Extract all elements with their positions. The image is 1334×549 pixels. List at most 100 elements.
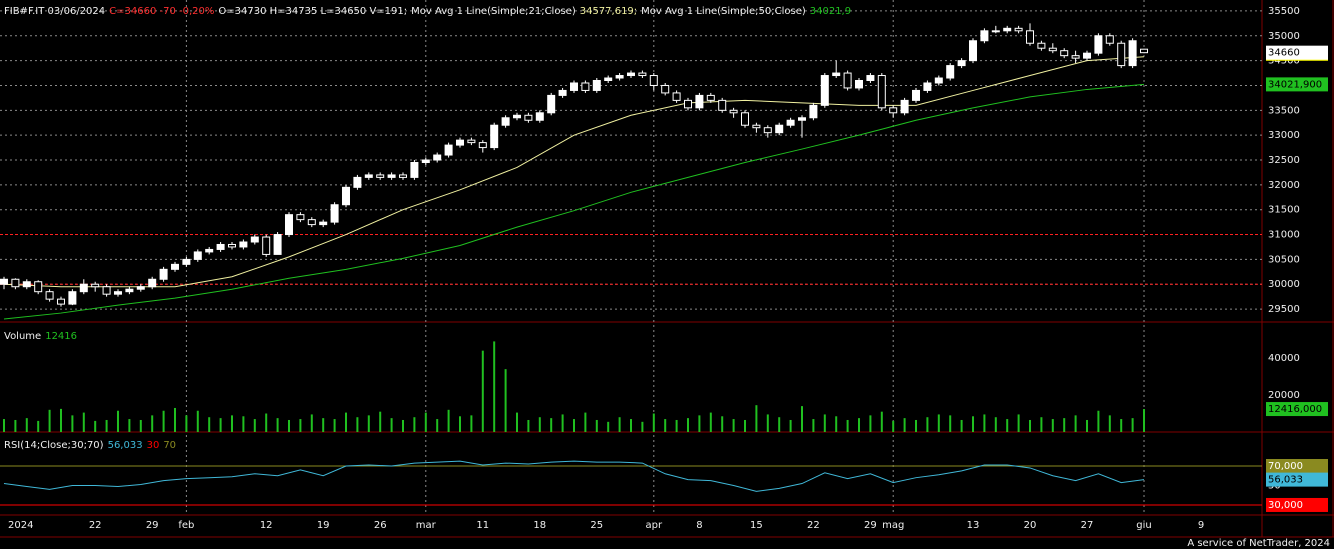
volume-bar bbox=[230, 415, 233, 432]
volume-bar bbox=[607, 421, 610, 432]
candle-body bbox=[341, 186, 350, 206]
volume-bar bbox=[151, 415, 154, 432]
volume-bar bbox=[584, 412, 587, 432]
volume-bar bbox=[14, 419, 17, 432]
candle-body bbox=[991, 30, 1000, 33]
footer: A service of NetTrader, 2024 bbox=[1187, 538, 1330, 549]
quote: C=34660 -70 -0,20% bbox=[109, 6, 214, 17]
candle-body bbox=[661, 84, 670, 94]
candle-body bbox=[809, 104, 818, 119]
candle-body bbox=[205, 248, 214, 253]
candle-body bbox=[604, 77, 613, 82]
candle-body bbox=[638, 72, 647, 77]
y-tick-label: 31500 bbox=[1268, 205, 1300, 216]
badge bbox=[1266, 45, 1328, 60]
volume-bar bbox=[310, 414, 313, 432]
volume-bar bbox=[162, 410, 165, 432]
volume-bar bbox=[778, 417, 781, 432]
candle-body bbox=[695, 94, 704, 109]
candle-body bbox=[627, 72, 635, 77]
volume-bar bbox=[789, 419, 792, 432]
candle-body bbox=[284, 214, 293, 236]
candle-body bbox=[182, 258, 191, 265]
candle-body bbox=[1037, 42, 1046, 49]
volume-bar bbox=[858, 418, 861, 432]
volume-bar bbox=[116, 410, 119, 432]
volume-bar bbox=[265, 413, 268, 432]
volume-bar bbox=[37, 420, 40, 432]
indicator-badge: 34021,900 bbox=[1268, 79, 1322, 90]
x-tick-label: 29 bbox=[864, 520, 877, 531]
volume-badge: 12416,000 bbox=[1268, 404, 1322, 415]
volume-bar bbox=[755, 405, 758, 432]
volume-bar bbox=[732, 419, 735, 432]
volume-bar bbox=[641, 421, 644, 432]
badge bbox=[1266, 458, 1328, 473]
volume-bar bbox=[82, 412, 85, 432]
volume-bar bbox=[550, 418, 553, 432]
candle-body bbox=[490, 124, 499, 149]
volume-bar bbox=[208, 417, 211, 432]
candle-body bbox=[193, 251, 202, 260]
candle-body bbox=[569, 82, 578, 91]
volume-bar bbox=[538, 417, 541, 432]
candle-body bbox=[923, 82, 932, 91]
candle-body bbox=[478, 142, 487, 149]
candle-body bbox=[113, 291, 122, 295]
panel-title: RSI(14;Close;30;70) 56,033 30 70 bbox=[4, 440, 176, 451]
x-tick-label: 29 bbox=[146, 520, 159, 531]
volume-bar bbox=[242, 416, 245, 432]
candle-body bbox=[524, 114, 533, 121]
x-tick-label: apr bbox=[646, 520, 663, 531]
candle-body bbox=[775, 124, 784, 134]
moving-average-line bbox=[3, 56, 1145, 288]
panel-name: Volume bbox=[4, 331, 41, 342]
level-label: 30 bbox=[147, 440, 160, 451]
volume-bar bbox=[379, 411, 382, 432]
panel-name: RSI(14;Close;30;70) bbox=[4, 440, 104, 451]
x-tick-label: 19 bbox=[317, 520, 330, 531]
candle-body bbox=[1014, 27, 1023, 32]
volume-bar bbox=[196, 410, 199, 432]
candle-body bbox=[855, 80, 864, 89]
candle-body bbox=[376, 174, 385, 178]
volume-bar bbox=[481, 350, 484, 432]
candle-body bbox=[79, 283, 88, 293]
y-tick-label: 35000 bbox=[1268, 31, 1300, 42]
volume-bar bbox=[801, 406, 804, 432]
volume-bar bbox=[1051, 419, 1054, 432]
volume-bar bbox=[835, 416, 838, 432]
x-tick-label: 20 bbox=[1024, 520, 1037, 531]
volume-bar bbox=[2, 419, 5, 432]
x-tick-label: 27 bbox=[1081, 520, 1094, 531]
x-tick-label: 26 bbox=[374, 520, 387, 531]
x-tick-label: 18 bbox=[533, 520, 546, 531]
candle-body bbox=[102, 286, 111, 295]
volume-bar bbox=[424, 412, 427, 432]
y-tick-label: 35500 bbox=[1268, 6, 1300, 17]
panel-value: 12416 bbox=[45, 331, 77, 342]
candle-body bbox=[592, 80, 601, 91]
candle-body bbox=[946, 65, 955, 79]
indicator-value: 34577,619; bbox=[580, 6, 637, 17]
volume-bar bbox=[253, 419, 256, 432]
volume-bar bbox=[1097, 410, 1100, 432]
x-tick-label: 8 bbox=[696, 520, 702, 531]
volume-bar bbox=[515, 412, 518, 432]
volume-bar bbox=[1086, 419, 1089, 432]
y-tick-label: 29500 bbox=[1268, 304, 1300, 315]
candle-body bbox=[250, 236, 259, 243]
y-tick-label: 33000 bbox=[1268, 130, 1300, 141]
volume-bar bbox=[1131, 418, 1134, 432]
candle-body bbox=[159, 268, 168, 280]
candle-body bbox=[455, 139, 464, 146]
volume-bar bbox=[892, 420, 895, 432]
candle-body bbox=[1026, 30, 1035, 44]
moving-average-line bbox=[3, 83, 1145, 320]
candle-body bbox=[934, 77, 943, 84]
x-tick-label: 9 bbox=[1198, 520, 1204, 531]
indicator-value: 34021,9 bbox=[810, 6, 851, 17]
candle-body bbox=[1140, 48, 1149, 54]
volume-bar bbox=[1040, 417, 1043, 432]
x-tick-label: giu bbox=[1136, 520, 1151, 531]
